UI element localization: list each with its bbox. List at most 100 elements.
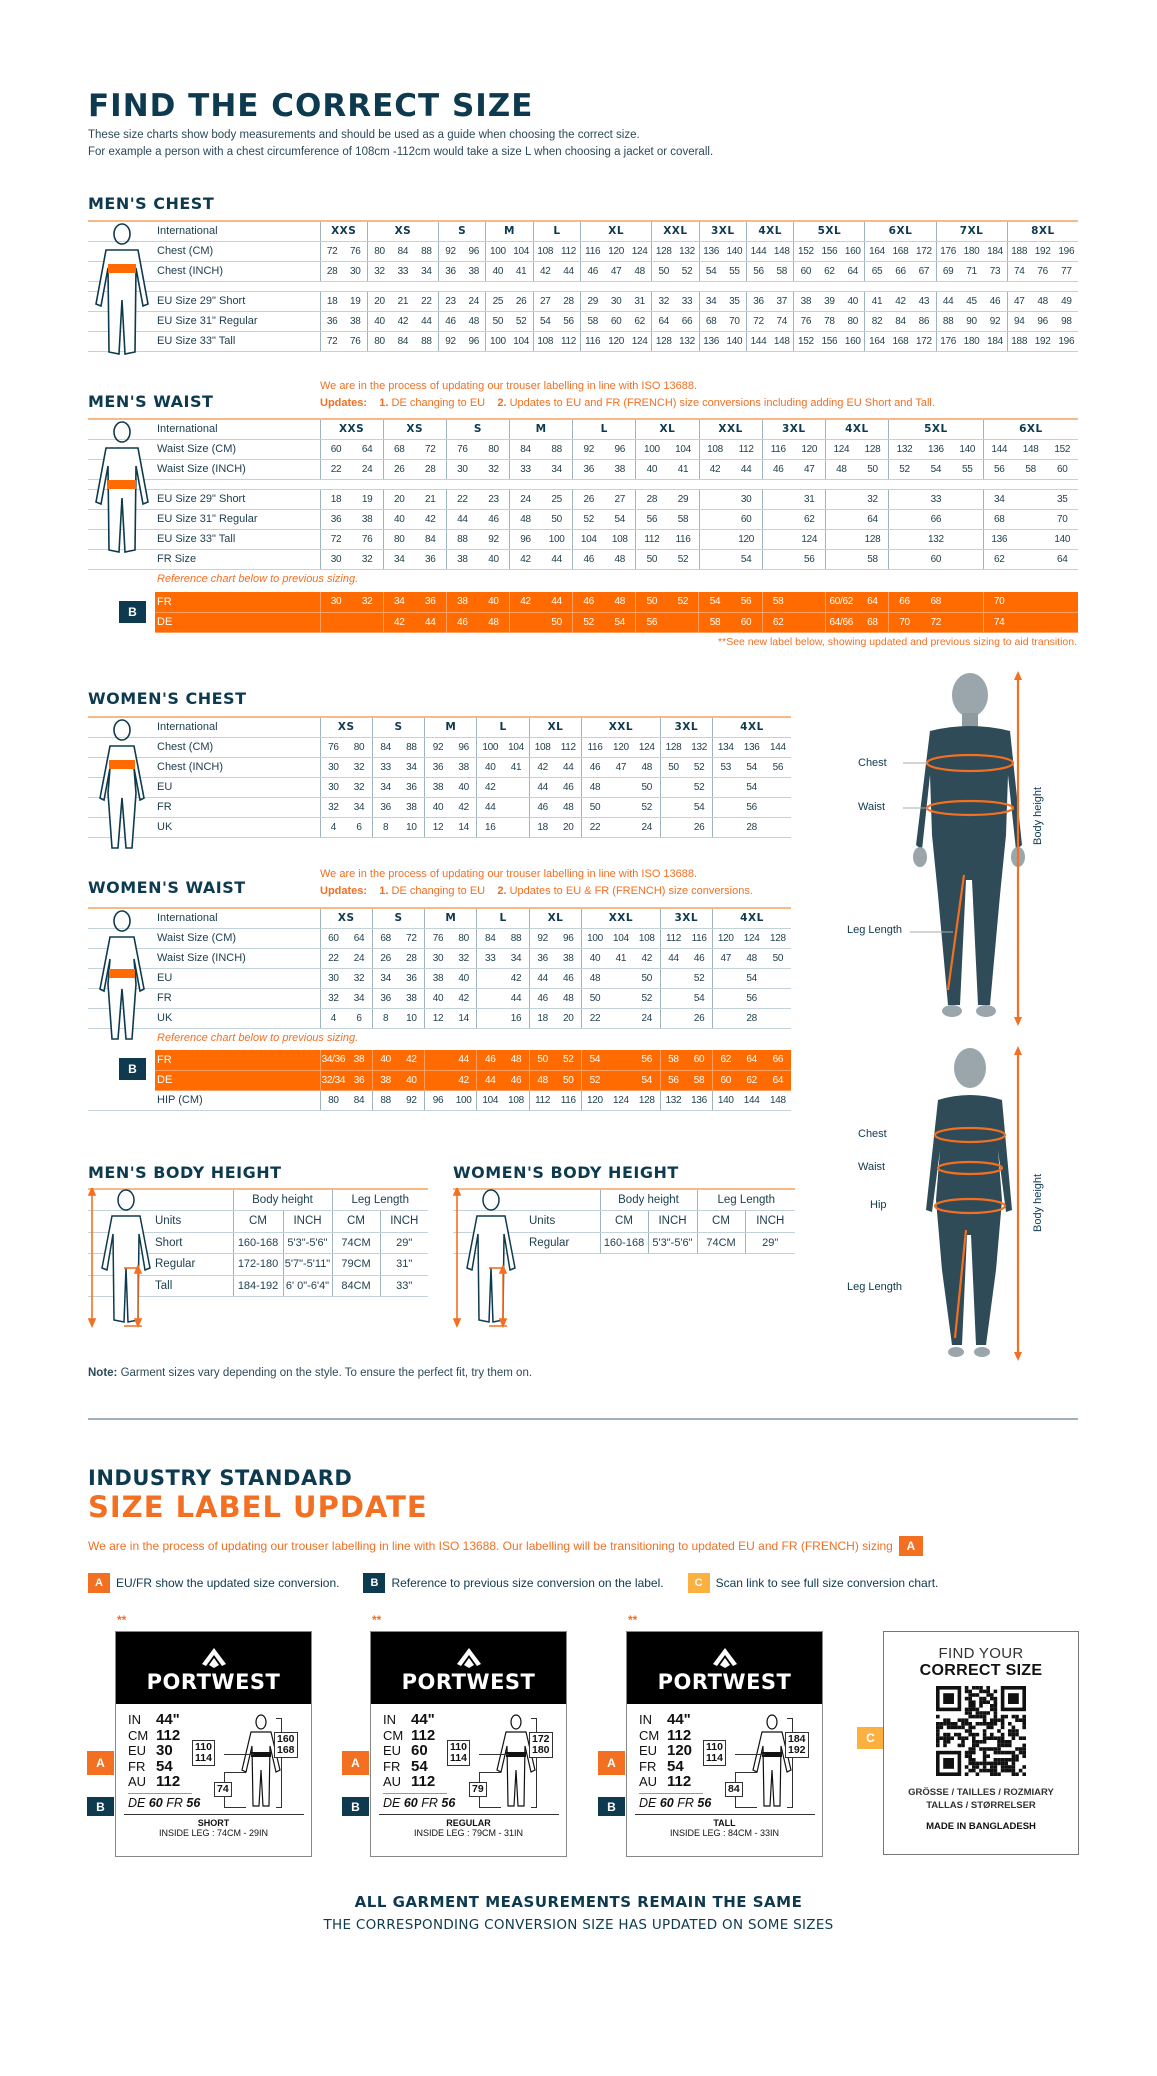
table-row: Tall 184-192 6' 0"-6'4" 84CM 33" <box>88 1275 428 1297</box>
size-cell <box>824 549 857 570</box>
qr-line2: CORRECT SIZE <box>919 1662 1043 1679</box>
size-cell: 92 <box>572 439 605 460</box>
size-cell: 14 <box>450 1008 477 1029</box>
size-cell: 52 <box>572 509 605 530</box>
size-cell: 54 <box>738 777 765 798</box>
size-cell: 140 <box>1046 529 1078 550</box>
size-cell: 38 <box>351 509 384 530</box>
reference-note: Reference chart below to previous sizing… <box>157 1032 359 1044</box>
size-cell <box>659 988 687 1009</box>
size-cell: 64 <box>1046 549 1078 570</box>
unit-cell: CM <box>232 1210 283 1233</box>
size-cell: 29 <box>667 489 700 510</box>
size-cell: 128 <box>651 331 676 352</box>
size-group-4xl: 4XL <box>711 907 791 929</box>
size-cell: 10 <box>398 817 425 838</box>
size-value: 112 <box>667 1773 692 1790</box>
size-cell: 48 <box>555 988 582 1009</box>
table-row: EU Size 31" Regular 36 38 40 42 44 46 48 50 52 54 5… <box>88 311 1079 332</box>
size-cell <box>659 1008 687 1029</box>
size-cell: 21 <box>414 489 447 510</box>
size-cell: 100 <box>541 529 573 550</box>
size-label-card: PORTWEST IN 44" CM 112 EU 30 FR 54 AU 112 DE 60 FR … <box>115 1631 312 1857</box>
size-cell: 32 <box>651 291 676 312</box>
size-cell: 84 <box>391 241 415 262</box>
size-cell: 56 <box>730 592 763 613</box>
size-cell: 28 <box>319 261 344 282</box>
size-table: International XXS XS S M L XL XXL 3XL 4XL 5XL 6XL 7X… <box>88 220 1079 352</box>
size-cell: 134 <box>711 737 739 758</box>
size-cell: 52 <box>675 261 700 282</box>
size-cell: 36 <box>371 797 399 818</box>
size-cell: 124 <box>633 737 661 758</box>
row-label: DE <box>155 1070 321 1091</box>
size-cell: 28 <box>635 489 668 510</box>
size-cell: 24 <box>351 459 384 480</box>
size-cell <box>1014 549 1047 570</box>
size-cell: 32 <box>346 777 373 798</box>
table-row: EU Size 31" Regular 36 38 40 42 44 46 48 50 52 54 5… <box>88 509 1078 530</box>
size-cell: 128 <box>633 1090 661 1111</box>
size-cell <box>793 612 826 633</box>
size-cell: 32 <box>346 968 373 989</box>
size-cell: 184 <box>983 331 1008 352</box>
row-label: Units <box>529 1210 600 1233</box>
size-value: 112 <box>667 1726 692 1744</box>
size-cell: 128 <box>856 529 889 550</box>
size-cell: 104 <box>503 737 530 758</box>
size-cell <box>607 817 634 838</box>
size-cell: 37 <box>770 291 794 312</box>
size-cell: 34 <box>398 757 425 778</box>
size-cell: 54 <box>633 1070 661 1091</box>
size-key: FR <box>128 1758 146 1774</box>
size-cell: 40 <box>450 968 477 989</box>
size-cell <box>659 968 687 989</box>
size-group-xs: XS <box>366 220 439 242</box>
size-cell: 48 <box>1030 291 1055 312</box>
size-cell <box>951 612 984 633</box>
size-cell: 60 <box>711 1070 739 1091</box>
waist-line <box>224 1754 254 1755</box>
size-group-xxs: XXS <box>319 220 368 242</box>
row-label: HIP (CM) <box>155 1090 321 1111</box>
size-cell: 116 <box>580 331 605 352</box>
size-cell <box>824 529 857 550</box>
size-cell: 58 <box>580 311 605 332</box>
size-cell: 32 <box>319 797 347 818</box>
size-cell: 52 <box>509 311 534 332</box>
size-cell <box>607 1050 634 1071</box>
size-cell: 140 <box>722 331 747 352</box>
size-cell: 54 <box>532 311 557 332</box>
size-cell: 34 <box>382 549 415 570</box>
size-cell: 76 <box>793 311 818 332</box>
badge-a: A <box>598 1751 625 1775</box>
row-label: Tall <box>155 1275 233 1297</box>
size-cell: 36 <box>572 459 605 480</box>
size-cell: 22 <box>319 459 352 480</box>
waist-value: 114 <box>706 1752 723 1764</box>
size-cell: 72 <box>319 241 344 262</box>
size-cell: 96 <box>450 737 477 758</box>
size-line: IN 44" <box>639 1712 692 1728</box>
size-cell: 120 <box>607 737 634 758</box>
size-cell: 52 <box>888 459 921 480</box>
size-key: FR <box>383 1758 401 1774</box>
size-cell: 72 <box>745 311 771 332</box>
size-cell <box>764 797 791 818</box>
size-group-xxs: XXS <box>319 418 384 440</box>
size-cell: 38 <box>462 261 486 282</box>
womens-waist-title: WOMEN'S WAIST <box>88 878 246 897</box>
size-cell: 36 <box>414 549 447 570</box>
figure-cell <box>88 549 155 570</box>
row-label: Regular <box>529 1232 600 1254</box>
size-cell: 52 <box>667 549 700 570</box>
size-cell: 100 <box>450 1090 477 1111</box>
size-table: International XS S M L XL XXL 3XL 4XL Waist Size … <box>88 907 791 1029</box>
size-cell <box>607 988 634 1009</box>
height-value: 168 <box>277 1744 295 1756</box>
qr-code[interactable] <box>936 1686 1026 1776</box>
size-cell: 56 <box>982 459 1015 480</box>
row-label: Chest (CM) <box>155 241 320 262</box>
table-row: EU Size 29" Short 18 19 20 21 22 23 24 25 26 27 28 2… <box>88 291 1079 312</box>
size-cell: 40 <box>371 1050 399 1071</box>
